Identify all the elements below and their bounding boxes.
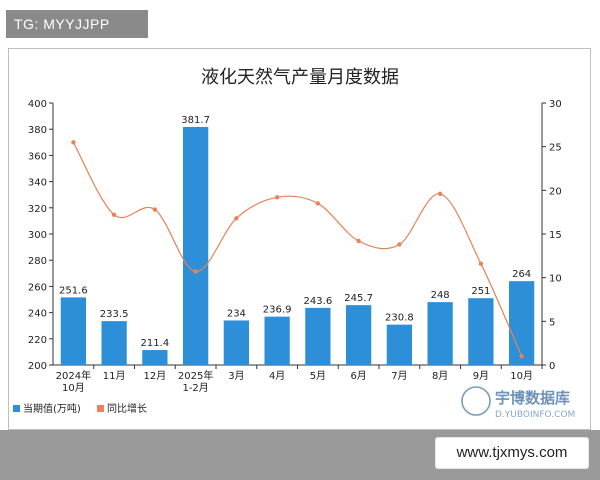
bar-value-label: 248 <box>431 290 450 301</box>
bar-value-label: 234 <box>227 308 246 319</box>
x-tick-label: 6月 <box>350 370 366 382</box>
left-tick-label: 360 <box>28 151 47 162</box>
bar-value-label: 381.7 <box>181 115 210 126</box>
brand-name: 宇博数据库 <box>495 389 570 407</box>
x-tick-label: 2025年 <box>178 369 213 382</box>
bar <box>508 281 535 365</box>
x-tick-label: 10月 <box>510 370 533 382</box>
left-tick-label: 200 <box>28 361 47 372</box>
left-tick-label: 240 <box>28 309 47 320</box>
line-point <box>193 269 198 274</box>
bar <box>305 307 331 365</box>
x-tick-label: 5月 <box>310 370 326 382</box>
line-point <box>71 140 76 145</box>
line-point <box>315 201 321 206</box>
right-tick-label: 10 <box>549 274 562 285</box>
legend-swatch-bar <box>13 405 20 412</box>
right-tick-label: 25 <box>549 143 562 154</box>
brand-url: D.YUBOINFO.COM <box>495 410 575 420</box>
line-point <box>111 212 117 217</box>
legend-swatch-line <box>97 405 104 412</box>
x-tick-label: 3月 <box>228 370 244 382</box>
left-tick-label: 380 <box>28 125 47 136</box>
bar <box>345 305 372 365</box>
line-point <box>397 242 402 247</box>
chart-frame: 液化天然气产量月度数据 200 220 240 260 280 300 320 340 360 38… <box>8 48 591 430</box>
left-tick-label: 320 <box>28 204 47 215</box>
bar-value-label: 264 <box>512 269 531 280</box>
bar-value-label: 211.4 <box>141 338 170 349</box>
bar <box>142 350 168 365</box>
x-tick-label: 12月 <box>144 370 167 382</box>
x-tick-label: 10月 <box>62 382 85 394</box>
bar <box>223 320 250 365</box>
bar <box>264 316 290 365</box>
x-tick-label: 11月 <box>103 370 126 382</box>
x-tick-label: 1-2月 <box>182 382 208 394</box>
legend-label-line: 同比增长 <box>107 402 147 415</box>
left-tick-label: 400 <box>28 99 47 110</box>
bar <box>386 324 413 365</box>
watermark-url: www.tjxmys.com <box>436 438 588 468</box>
x-tick-label: 7月 <box>391 370 407 382</box>
line-point <box>437 191 443 197</box>
left-tick-label: 260 <box>28 282 47 293</box>
line-point <box>356 238 361 244</box>
bar-value-label: 236.9 <box>263 305 292 316</box>
right-tick-label: 30 <box>549 99 562 110</box>
line-series-yoy <box>72 142 523 357</box>
bar-value-label: 245.7 <box>344 293 373 304</box>
line-point <box>152 207 158 212</box>
left-tick-label: 300 <box>28 230 47 241</box>
right-tick-label: 15 <box>549 230 562 241</box>
chart: 液化天然气产量月度数据20022024026028030032034036038… <box>13 67 575 420</box>
bar-value-label: 230.8 <box>385 313 414 324</box>
line-point <box>234 216 239 221</box>
x-tick-label: 2024年 <box>56 369 91 382</box>
bar-value-label: 243.6 <box>304 296 333 307</box>
x-tick-label: 8月 <box>432 370 448 382</box>
chart-title: 液化天然气产量月度数据 <box>201 67 399 88</box>
bar <box>60 297 87 365</box>
left-tick-label: 280 <box>28 256 47 267</box>
x-tick-label: 9月 <box>473 370 489 382</box>
line-point <box>478 261 484 266</box>
line-point <box>274 195 280 200</box>
line-point <box>519 354 524 359</box>
x-tick-label: 4月 <box>269 370 285 382</box>
bar <box>101 321 127 365</box>
brand-logo-icon <box>461 386 491 416</box>
bar-value-label: 233.5 <box>100 309 129 320</box>
left-tick-label: 220 <box>28 335 47 346</box>
legend-label-bar: 当期值(万吨) <box>23 402 81 415</box>
tg-tag: TG: MYYJJPP <box>6 10 148 38</box>
bar <box>468 298 494 365</box>
right-tick-label: 0 <box>549 361 555 372</box>
bar <box>427 302 453 365</box>
right-tick-label: 20 <box>549 186 562 197</box>
bar-value-label: 251 <box>471 286 490 297</box>
right-tick-label: 5 <box>549 317 555 328</box>
left-tick-label: 340 <box>28 178 47 189</box>
bar-value-label: 251.6 <box>59 285 88 296</box>
bar <box>182 126 209 366</box>
